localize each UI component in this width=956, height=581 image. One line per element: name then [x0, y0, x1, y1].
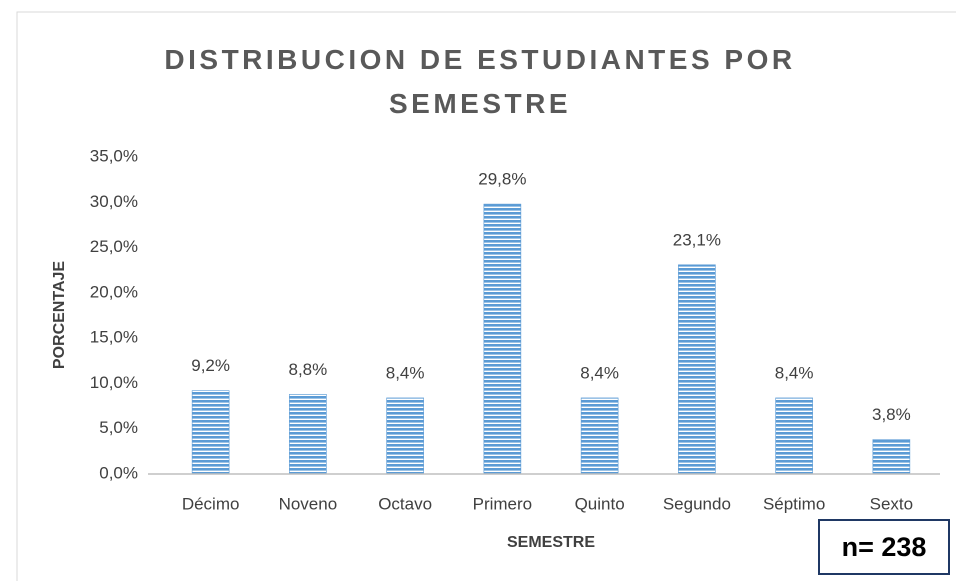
x-tick-label: Séptimo [763, 494, 825, 513]
x-tick-label: Octavo [378, 494, 432, 513]
bar [191, 390, 230, 475]
y-tick-label: 20,0% [90, 282, 138, 301]
data-label: 8,4% [580, 363, 619, 382]
x-tick-label: Segundo [663, 494, 731, 513]
y-tick-label: 35,0% [90, 146, 138, 165]
x-tick-label: Primero [473, 494, 533, 513]
bar [386, 397, 424, 475]
y-tick-label: 15,0% [90, 328, 138, 347]
data-label: 23,1% [673, 230, 721, 249]
chart-title: DISTRIBUCION DE ESTUDIANTES POR SEMESTRE [164, 44, 796, 119]
data-label: 29,8% [478, 170, 526, 189]
y-tick-label: 5,0% [99, 418, 138, 437]
data-label: 8,4% [775, 363, 814, 382]
bar [580, 397, 619, 475]
y-axis-label: PORCENTAJE [51, 261, 68, 369]
data-label: 8,8% [289, 360, 328, 379]
x-tick-label: Quinto [575, 494, 625, 513]
chart-border [16, 11, 956, 581]
y-tick-label: 25,0% [90, 237, 138, 256]
y-tick-label: 30,0% [90, 192, 138, 211]
y-tick-label: 0,0% [99, 463, 138, 482]
bar [775, 397, 813, 475]
data-label: 3,8% [872, 405, 911, 424]
annotation: n= 238 [818, 519, 950, 575]
bar [678, 264, 716, 475]
x-tick-label: Sexto [870, 494, 913, 513]
data-label: 9,2% [191, 356, 230, 375]
x-tick-label: Noveno [279, 494, 338, 513]
bar [872, 439, 911, 475]
bar [483, 203, 522, 475]
bar [289, 393, 327, 475]
x-axis-label: SEMESTRE [507, 534, 595, 551]
data-label: 8,4% [386, 363, 425, 382]
y-tick-label: 10,0% [90, 373, 138, 392]
x-tick-label: Décimo [182, 494, 240, 513]
